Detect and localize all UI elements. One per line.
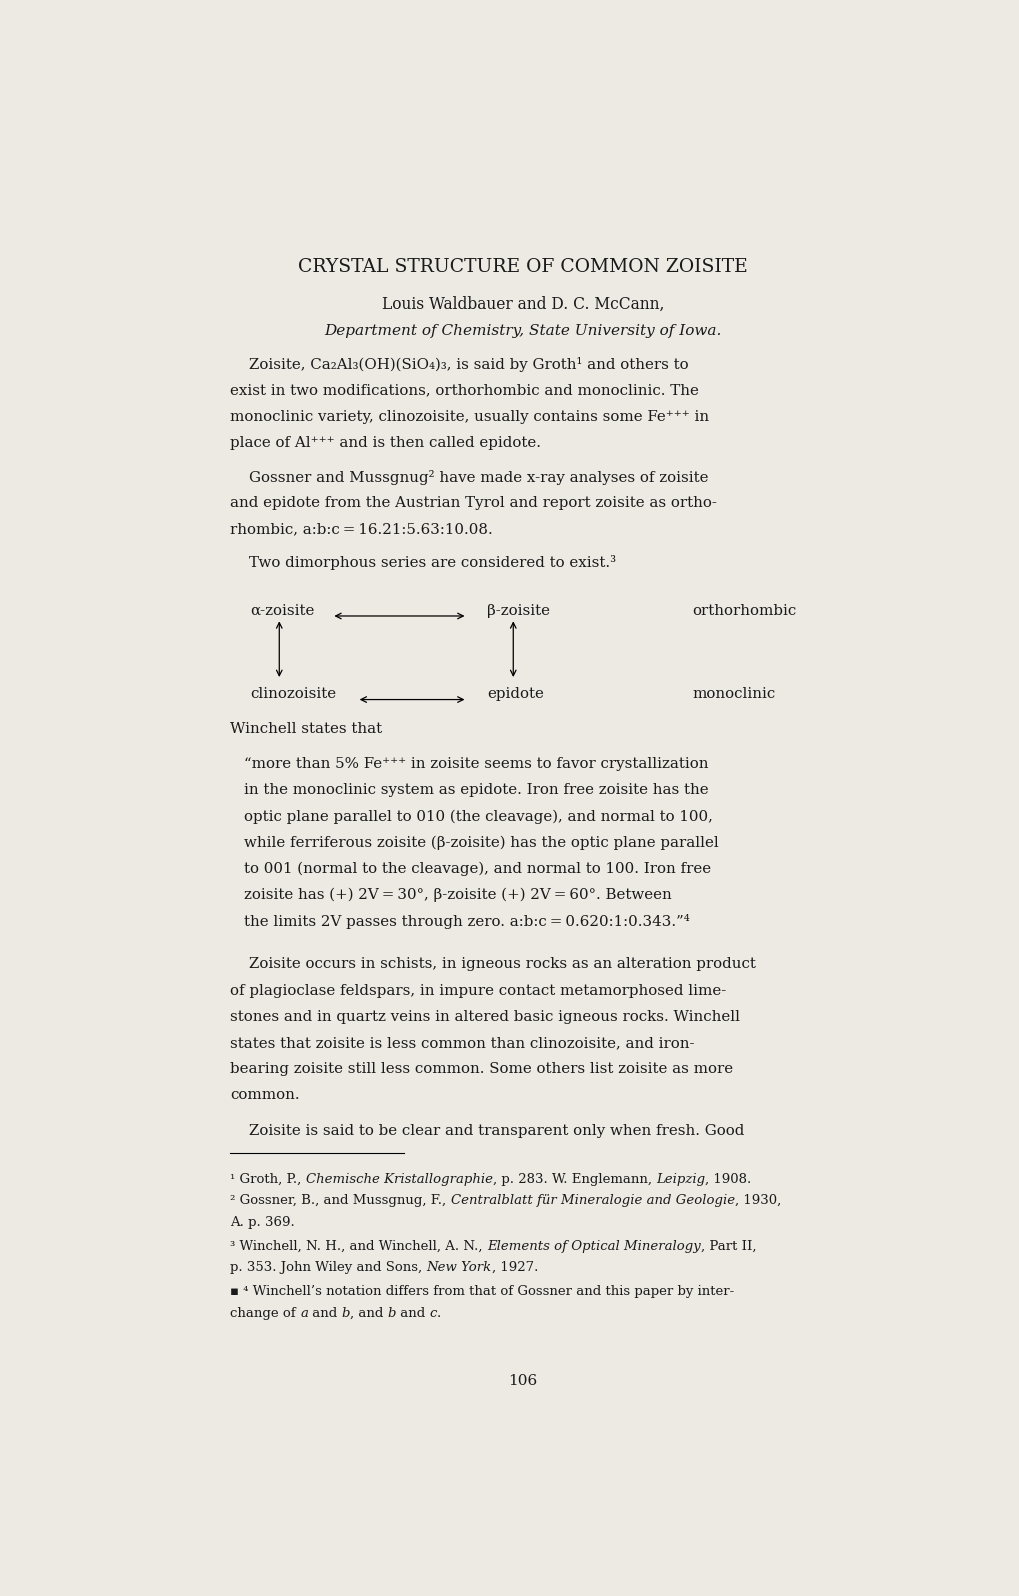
Text: , 1930,: , 1930, [734, 1194, 781, 1207]
Text: in the monoclinic system as epidote. Iron free zoisite has the: in the monoclinic system as epidote. Iro… [245, 784, 708, 796]
Text: and: and [395, 1307, 429, 1320]
Text: , p. 283. W. Englemann,: , p. 283. W. Englemann, [492, 1173, 655, 1186]
Text: exist in two modifications, orthorhombic and monoclinic. The: exist in two modifications, orthorhombic… [230, 383, 698, 397]
Text: β-zoisite: β-zoisite [487, 603, 549, 618]
Text: Louis Waldbauer and D. C. McCann,: Louis Waldbauer and D. C. McCann, [381, 295, 663, 313]
Text: to 001 (normal to the cleavage), and normal to 100. Iron free: to 001 (normal to the cleavage), and nor… [245, 862, 711, 876]
Text: zoisite has (+) 2V = 30°, β-zoisite (+) 2V = 60°. Between: zoisite has (+) 2V = 30°, β-zoisite (+) … [245, 887, 672, 902]
Text: ▪ ⁴ Winchell’s notation differs from that of Gossner and this paper by inter-: ▪ ⁴ Winchell’s notation differs from tha… [230, 1285, 734, 1298]
Text: A. p. 369.: A. p. 369. [230, 1216, 294, 1229]
Text: Leipzig: Leipzig [655, 1173, 704, 1186]
Text: Elements of Optical Mineralogy: Elements of Optical Mineralogy [486, 1240, 700, 1253]
Text: monoclinic: monoclinic [692, 688, 775, 701]
Text: ² Gossner, B., and Mussgnug, F.,: ² Gossner, B., and Mussgnug, F., [230, 1194, 450, 1207]
Text: a: a [300, 1307, 308, 1320]
Text: clinozoisite: clinozoisite [250, 688, 336, 701]
Text: monoclinic variety, clinozoisite, usually contains some Fe⁺⁺⁺ in: monoclinic variety, clinozoisite, usuall… [230, 410, 708, 425]
Text: Chemische Kristallographie: Chemische Kristallographie [306, 1173, 492, 1186]
Text: , 1908.: , 1908. [704, 1173, 751, 1186]
Text: Department of Chemistry, State University of Iowa.: Department of Chemistry, State Universit… [324, 324, 720, 338]
Text: , Part II,: , Part II, [700, 1240, 755, 1253]
Text: common.: common. [230, 1088, 300, 1103]
Text: ¹ Groth, P.,: ¹ Groth, P., [230, 1173, 306, 1186]
Text: “more than 5% Fe⁺⁺⁺ in zoisite seems to favor crystallization: “more than 5% Fe⁺⁺⁺ in zoisite seems to … [245, 757, 708, 771]
Text: Gossner and Mussgnug² have made x-ray analyses of zoisite: Gossner and Mussgnug² have made x-ray an… [230, 469, 708, 485]
Text: b: b [387, 1307, 395, 1320]
Text: change of: change of [230, 1307, 300, 1320]
Text: orthorhombic: orthorhombic [692, 603, 796, 618]
Text: Two dimorphous series are considered to exist.³: Two dimorphous series are considered to … [230, 555, 615, 570]
Text: the limits 2V passes through zero. a:b:c = 0.620:1:0.343.”⁴: the limits 2V passes through zero. a:b:c… [245, 915, 690, 929]
Text: optic plane parallel to 010 (the cleavage), and normal to 100,: optic plane parallel to 010 (the cleavag… [245, 809, 712, 824]
Text: while ferriferous zoisite (β-zoisite) has the optic plane parallel: while ferriferous zoisite (β-zoisite) ha… [245, 836, 718, 851]
Text: and: and [308, 1307, 341, 1320]
Text: bearing zoisite still less common. Some others list zoisite as more: bearing zoisite still less common. Some … [230, 1063, 733, 1076]
Text: 106: 106 [507, 1374, 537, 1389]
Text: Zoisite occurs in schists, in igneous rocks as an alteration product: Zoisite occurs in schists, in igneous ro… [230, 958, 755, 972]
Text: .: . [436, 1307, 441, 1320]
Text: Winchell states that: Winchell states that [230, 721, 382, 736]
Text: stones and in quartz veins in altered basic igneous rocks. Winchell: stones and in quartz veins in altered ba… [230, 1010, 740, 1023]
Text: Centralblatt für Mineralogie and Geologie: Centralblatt für Mineralogie and Geologi… [450, 1194, 734, 1207]
Text: p. 353. John Wiley and Sons,: p. 353. John Wiley and Sons, [230, 1261, 426, 1274]
Text: ³ Winchell, N. H., and Winchell, A. N.,: ³ Winchell, N. H., and Winchell, A. N., [230, 1240, 486, 1253]
Text: , 1927.: , 1927. [491, 1261, 538, 1274]
Text: Zoisite is said to be clear and transparent only when fresh. Good: Zoisite is said to be clear and transpar… [230, 1124, 744, 1138]
Text: α-zoisite: α-zoisite [250, 603, 314, 618]
Text: c: c [429, 1307, 436, 1320]
Text: New York: New York [426, 1261, 491, 1274]
Text: , and: , and [350, 1307, 387, 1320]
Text: of plagioclase feldspars, in impure contact metamorphosed lime-: of plagioclase feldspars, in impure cont… [230, 983, 726, 998]
Text: CRYSTAL STRUCTURE OF COMMON ZOISITE: CRYSTAL STRUCTURE OF COMMON ZOISITE [298, 259, 747, 276]
Text: rhombic, a:b:c = 16.21:5.63:10.08.: rhombic, a:b:c = 16.21:5.63:10.08. [230, 522, 492, 536]
Text: epidote: epidote [487, 688, 543, 701]
Text: b: b [341, 1307, 350, 1320]
Text: states that zoisite is less common than clinozoisite, and iron-: states that zoisite is less common than … [230, 1036, 694, 1050]
Text: place of Al⁺⁺⁺ and is then called epidote.: place of Al⁺⁺⁺ and is then called epidot… [230, 436, 541, 450]
Text: and epidote from the Austrian Tyrol and report zoisite as ortho-: and epidote from the Austrian Tyrol and … [230, 496, 716, 509]
Text: Zoisite, Ca₂Al₃(OH)(SiO₄)₃, is said by Groth¹ and others to: Zoisite, Ca₂Al₃(OH)(SiO₄)₃, is said by G… [230, 358, 688, 372]
